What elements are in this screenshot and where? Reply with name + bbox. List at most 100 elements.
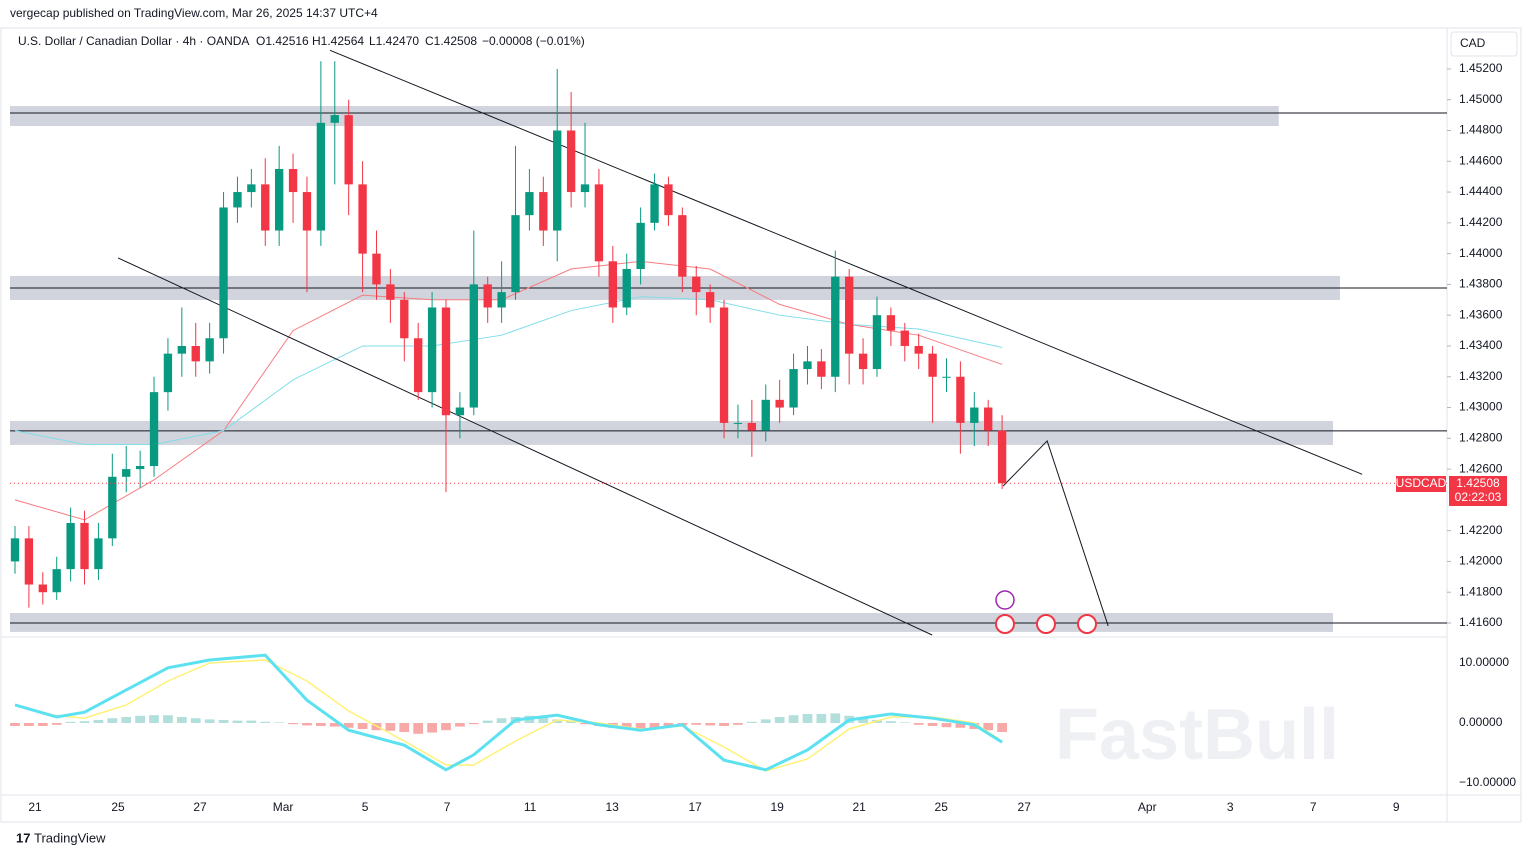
histogram-bar (232, 720, 243, 723)
histogram-bar (830, 713, 841, 723)
candle-body (455, 407, 465, 416)
y-tick-label: 1.41800 (1459, 584, 1503, 598)
candle-body (719, 307, 729, 423)
histogram-bar (316, 722, 326, 726)
candle-body (441, 307, 451, 416)
histogram-bar (51, 722, 62, 725)
x-tick-label: 21 (853, 800, 867, 814)
candle-body (872, 315, 882, 370)
y-tick-label: −10.00000 (1459, 775, 1516, 789)
candle-body (483, 284, 492, 308)
symbol-tag-text: USDCAD (1396, 476, 1447, 490)
histogram-bar (413, 722, 424, 734)
histogram-bar (705, 722, 716, 726)
candle-body (52, 569, 61, 593)
trend-line (117, 257, 933, 636)
histogram-bar (121, 716, 132, 723)
candle-body (247, 184, 256, 193)
candle-body (761, 399, 770, 431)
event-icon[interactable] (1036, 614, 1056, 634)
candle-body (622, 269, 631, 308)
candle-body (608, 261, 617, 308)
candle-body (831, 276, 840, 377)
event-icon[interactable] (995, 590, 1015, 610)
event-icon[interactable] (1077, 614, 1097, 634)
events[interactable] (995, 590, 1097, 634)
candle-body (469, 284, 478, 408)
candle-body (400, 299, 409, 339)
trend-line (1002, 439, 1109, 627)
histogram-bar (441, 722, 451, 731)
y-tick-label: 1.41600 (1459, 615, 1503, 629)
y-tick-label: 1.44000 (1459, 246, 1503, 260)
y-tick-label: 1.44600 (1459, 153, 1503, 167)
x-tick-label: 7 (1310, 800, 1317, 814)
candle-body (330, 115, 339, 123)
histogram-bar (663, 722, 674, 727)
candle-body (288, 168, 298, 193)
histogram-bar (927, 722, 938, 726)
x-tick-label: Apr (1138, 800, 1157, 814)
candle-body (539, 192, 548, 231)
zone (10, 106, 1279, 127)
watermark: FastBull (1055, 695, 1339, 775)
candle-body (205, 338, 214, 362)
candle-body (149, 392, 159, 467)
candle-body (775, 399, 784, 408)
histogram-bar (455, 722, 465, 727)
x-tick-label: 19 (770, 800, 784, 814)
histogram-bar (399, 722, 410, 732)
candle-body (10, 538, 20, 562)
event-icon[interactable] (995, 614, 1015, 634)
y-tick-label: 1.43600 (1459, 307, 1503, 321)
y-tick-label: 1.42200 (1459, 523, 1503, 537)
histogram-bar (163, 715, 173, 723)
candle-body (942, 376, 951, 378)
y-tick-label: 10.00000 (1459, 655, 1509, 669)
histogram-bar (10, 722, 20, 726)
histogram-bar (691, 722, 702, 725)
candle-body (566, 130, 576, 193)
candle-body (261, 184, 270, 231)
candle-body (274, 168, 284, 231)
histogram-bar (37, 722, 48, 726)
candle-body (789, 369, 798, 408)
y-tick-label: 1.42800 (1459, 430, 1503, 444)
histogram-bar (190, 718, 201, 723)
candle-body (553, 130, 562, 231)
x-tick-label: 11 (524, 800, 537, 814)
candle-body (525, 192, 534, 216)
price-tag-text: 1.42508 (1456, 476, 1500, 490)
candle-body (122, 469, 131, 477)
histogram-bar (858, 718, 868, 723)
candle-body (219, 207, 228, 339)
histogram-bar (93, 719, 104, 723)
candle-body (914, 345, 923, 354)
x-tick-label: 27 (193, 800, 207, 814)
histogram-bar (788, 715, 799, 723)
candle-body (108, 476, 117, 539)
symbol: U.S. Dollar / Canadian Dollar · 4h · OAN… (18, 34, 249, 48)
candle-body (956, 376, 965, 423)
histogram-bar (107, 718, 118, 723)
candle-body (80, 522, 89, 570)
y-tick-label: 1.43200 (1459, 369, 1503, 383)
histogram-bar (343, 722, 354, 728)
candle-body (733, 422, 743, 424)
histogram-bar (552, 719, 563, 723)
candle-body (817, 361, 826, 377)
histogram-bar (135, 715, 145, 723)
candle-body (594, 184, 604, 262)
x-tick-label: 3 (1227, 800, 1234, 814)
histogram-bar (566, 721, 576, 723)
candle-body (191, 345, 200, 362)
currency-box[interactable] (1450, 31, 1518, 57)
candle-body (414, 338, 423, 393)
y-tick-label: 1.44200 (1459, 215, 1503, 229)
indicator-line (14, 653, 1003, 772)
candle-body (636, 222, 645, 270)
candle-body (900, 330, 909, 346)
candle-body (372, 253, 381, 285)
histogram-bar (580, 722, 590, 725)
